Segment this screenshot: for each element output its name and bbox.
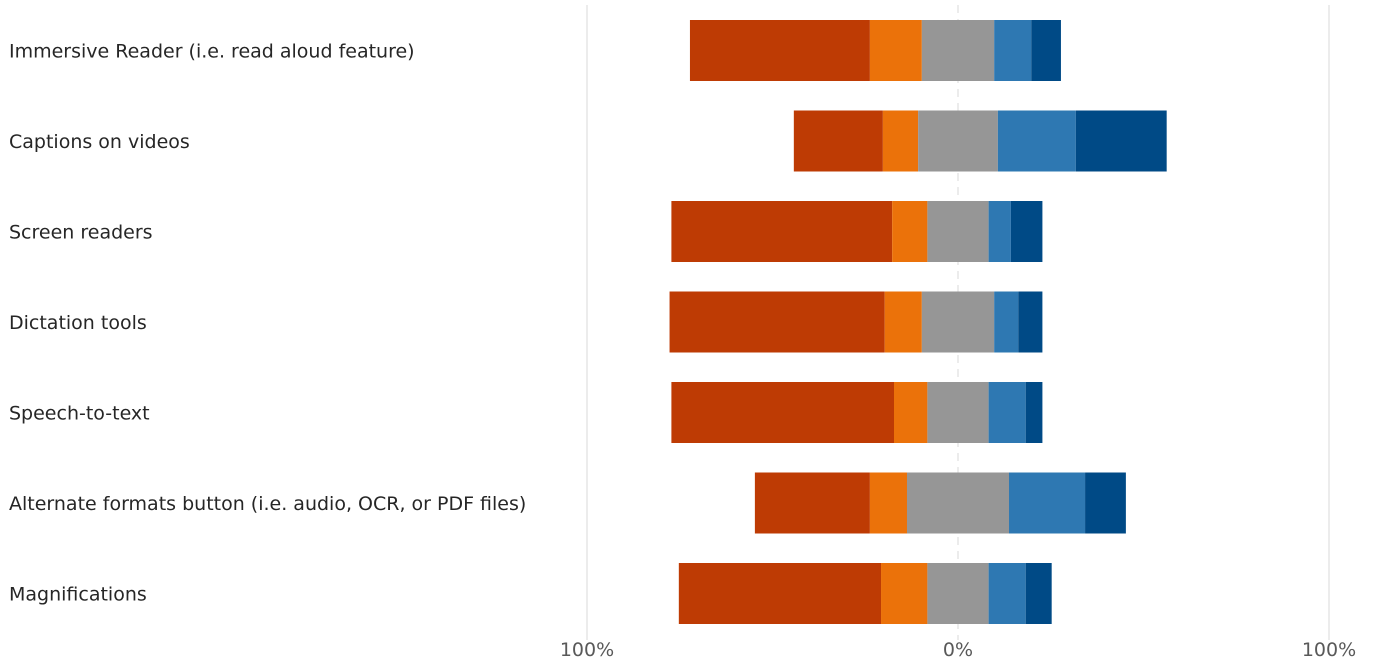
bar-segment	[671, 201, 893, 262]
bar-segment	[894, 382, 928, 443]
category-label: Speech-to-text	[9, 403, 150, 425]
x-axis-ticks: 100% 0% 100%	[560, 639, 1356, 661]
bar-segment	[906, 472, 1010, 534]
bar-segment	[869, 472, 907, 534]
bar-segment	[884, 291, 922, 353]
bar-segment	[1025, 563, 1052, 624]
bar-segment	[669, 291, 885, 353]
x-tick-label: 100%	[560, 639, 614, 661]
category-label: Immersive Reader (i.e. read aloud featur…	[9, 41, 415, 63]
x-tick-label: 0%	[943, 639, 973, 661]
bar-segment	[921, 291, 995, 353]
bar-segment	[1009, 472, 1086, 534]
bar-segment	[1010, 201, 1043, 262]
bar-segment	[997, 110, 1076, 172]
bar-segment	[793, 110, 883, 172]
bar-segment	[1031, 20, 1061, 81]
bar-segment	[1018, 291, 1043, 353]
bar-segment	[927, 563, 989, 624]
bar-segment	[988, 201, 1011, 262]
bar-segment	[927, 201, 989, 262]
bar-segment	[678, 563, 882, 624]
bar-segment	[1075, 110, 1167, 172]
bar-segment	[1085, 472, 1126, 534]
bar-segment	[994, 291, 1019, 353]
bar-segment	[921, 20, 995, 81]
bar-segment	[882, 110, 919, 172]
x-tick-label: 100%	[1302, 639, 1356, 661]
bar-segment	[927, 382, 989, 443]
bar-segment	[918, 110, 998, 172]
bar-segment	[988, 563, 1026, 624]
bar-segment	[994, 20, 1032, 81]
category-label: Alternate formats button (i.e. audio, OC…	[9, 493, 526, 515]
bar-segment	[988, 382, 1026, 443]
category-label: Dictation tools	[9, 312, 147, 334]
bar-segment	[1025, 382, 1043, 443]
category-labels: Immersive Reader (i.e. read aloud featur…	[9, 41, 526, 606]
bar-segment	[671, 382, 894, 443]
category-label: Magnifications	[9, 584, 147, 606]
bar-segment	[754, 472, 870, 534]
bar-segment	[869, 20, 922, 81]
bars	[669, 20, 1167, 624]
category-label: Captions on videos	[9, 131, 190, 153]
bar-segment	[881, 563, 928, 624]
bar-segment	[892, 201, 928, 262]
category-label: Screen readers	[9, 222, 153, 244]
bar-segment	[689, 20, 870, 81]
